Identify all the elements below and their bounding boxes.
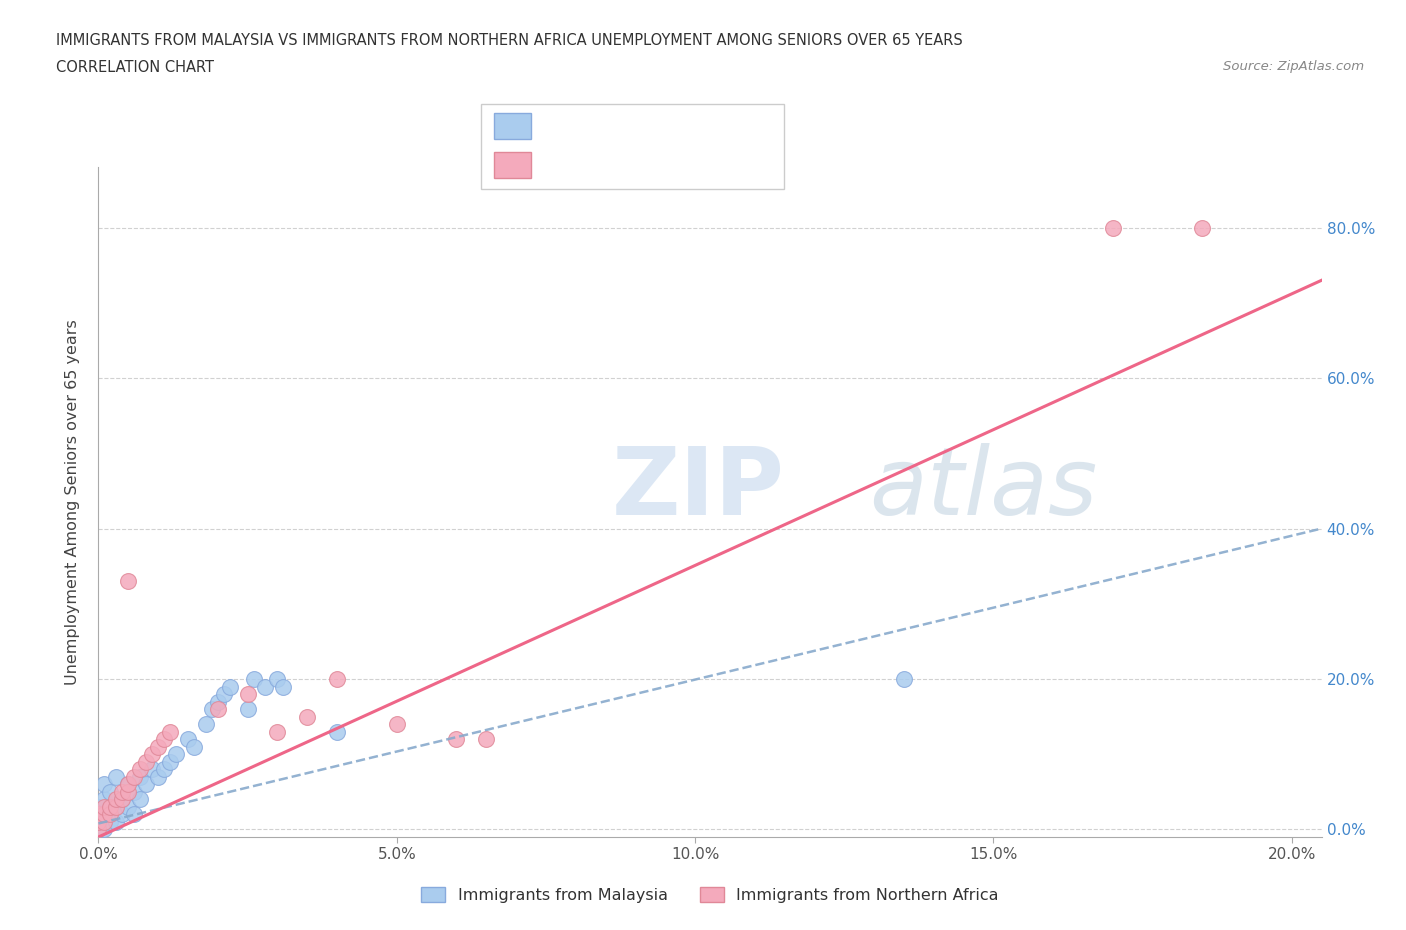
Point xyxy=(212,686,235,701)
Bar xyxy=(494,152,530,179)
Point xyxy=(93,822,115,837)
Point xyxy=(122,769,145,784)
Point xyxy=(111,784,134,799)
Point xyxy=(111,792,134,807)
Point xyxy=(165,747,187,762)
Y-axis label: Unemployment Among Seniors over 65 years: Unemployment Among Seniors over 65 years xyxy=(65,319,80,685)
Text: R = 0.349   N = 43: R = 0.349 N = 43 xyxy=(543,117,721,135)
Point xyxy=(93,792,115,807)
Point xyxy=(475,732,498,747)
Point xyxy=(1101,220,1123,235)
Point xyxy=(207,694,229,709)
Point xyxy=(242,671,264,686)
Point xyxy=(98,800,121,815)
Text: R = 0.822   N = 32: R = 0.822 N = 32 xyxy=(543,156,721,174)
Point xyxy=(326,724,349,739)
Point xyxy=(93,777,115,791)
Point xyxy=(87,822,110,837)
Point xyxy=(326,671,349,686)
Point xyxy=(93,807,115,822)
Point xyxy=(111,807,134,822)
Point xyxy=(446,732,468,747)
Point xyxy=(207,701,229,716)
Point xyxy=(129,769,152,784)
Point xyxy=(194,717,217,732)
Point xyxy=(117,777,139,791)
Point xyxy=(105,800,128,815)
Point xyxy=(297,710,319,724)
Point xyxy=(159,724,181,739)
Point xyxy=(201,701,224,716)
Point xyxy=(105,800,128,815)
Point xyxy=(159,754,181,769)
Point xyxy=(183,739,205,754)
Point xyxy=(385,717,408,732)
Point xyxy=(93,807,115,822)
Point xyxy=(236,701,259,716)
Point xyxy=(87,807,110,822)
Point xyxy=(266,724,288,739)
Point xyxy=(105,769,128,784)
Point xyxy=(98,815,121,830)
Point xyxy=(122,784,145,799)
Point xyxy=(105,815,128,830)
Point xyxy=(122,807,145,822)
Text: IMMIGRANTS FROM MALAYSIA VS IMMIGRANTS FROM NORTHERN AFRICA UNEMPLOYMENT AMONG S: IMMIGRANTS FROM MALAYSIA VS IMMIGRANTS F… xyxy=(56,33,963,47)
Point xyxy=(218,679,240,694)
Point xyxy=(146,769,169,784)
Point xyxy=(111,792,134,807)
Point xyxy=(129,792,152,807)
Point xyxy=(87,800,110,815)
Point xyxy=(273,679,295,694)
Point xyxy=(177,732,200,747)
Point xyxy=(153,762,176,777)
Bar xyxy=(494,113,530,140)
Point xyxy=(117,800,139,815)
Point xyxy=(153,732,176,747)
Point xyxy=(893,671,915,686)
Point xyxy=(93,815,115,830)
Point xyxy=(146,739,169,754)
Text: CORRELATION CHART: CORRELATION CHART xyxy=(56,60,214,75)
Text: ZIP: ZIP xyxy=(612,443,785,535)
Point xyxy=(1191,220,1213,235)
Point xyxy=(117,777,139,791)
Point xyxy=(117,784,139,799)
Point xyxy=(141,762,163,777)
Point xyxy=(135,777,157,791)
Point xyxy=(129,762,152,777)
Point xyxy=(87,815,110,830)
Point xyxy=(98,807,121,822)
Point xyxy=(105,792,128,807)
Text: atlas: atlas xyxy=(869,444,1097,535)
Point xyxy=(93,815,115,830)
Point xyxy=(98,807,121,822)
Point xyxy=(254,679,277,694)
Text: Source: ZipAtlas.com: Source: ZipAtlas.com xyxy=(1223,60,1364,73)
Point xyxy=(117,574,139,589)
Point xyxy=(135,754,157,769)
Point xyxy=(87,815,110,830)
Point xyxy=(98,784,121,799)
Point xyxy=(93,800,115,815)
Point xyxy=(266,671,288,686)
Point xyxy=(87,807,110,822)
FancyBboxPatch shape xyxy=(481,104,785,189)
Legend: Immigrants from Malaysia, Immigrants from Northern Africa: Immigrants from Malaysia, Immigrants fro… xyxy=(415,881,1005,910)
Point xyxy=(236,686,259,701)
Point xyxy=(141,747,163,762)
Point xyxy=(87,822,110,837)
